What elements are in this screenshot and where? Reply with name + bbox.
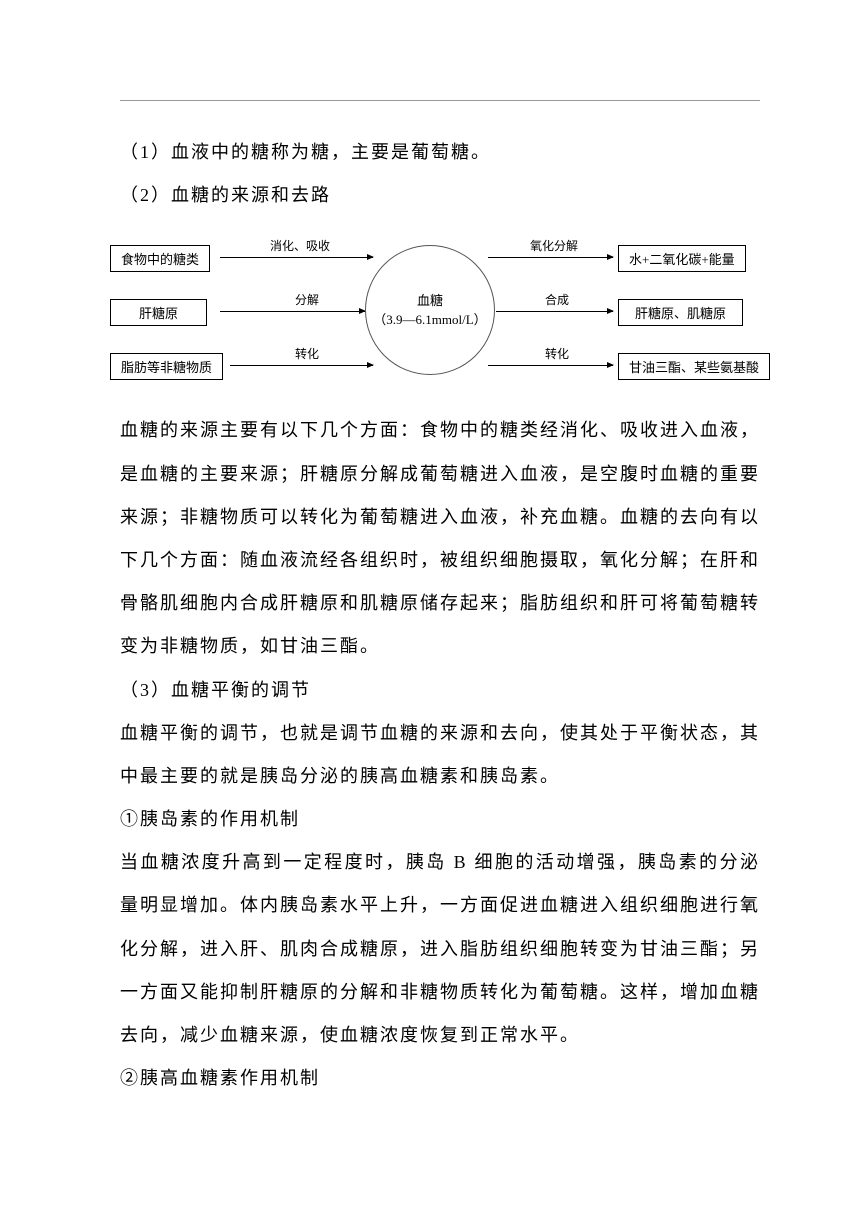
label-right-2: 合成 xyxy=(545,291,569,308)
paragraph-7: 当血糖浓度升高到一定程度时，胰岛 B 细胞的活动增强，胰岛素的分泌量明显增加。体… xyxy=(120,841,760,1057)
box-triglyceride: 甘油三酯、某些氨基酸 xyxy=(618,353,770,380)
box-water-co2: 水+二氧化碳+能量 xyxy=(618,245,746,272)
box-glycogen: 肝糖原、肌糖原 xyxy=(618,299,743,326)
center-sub: （3.9—6.1mmol/L） xyxy=(373,310,486,330)
box-food-sugar: 食物中的糖类 xyxy=(110,245,210,272)
label-left-2: 分解 xyxy=(295,291,319,308)
box-nonsugar: 脂肪等非糖物质 xyxy=(110,353,223,380)
arrow-right-2 xyxy=(496,311,613,312)
arrow-right-3 xyxy=(488,365,613,366)
paragraph-6: ①胰岛素的作用机制 xyxy=(120,798,760,841)
label-right-3: 转化 xyxy=(545,345,569,362)
blood-sugar-diagram: 食物中的糖类 肝糖原 脂肪等非糖物质 消化、吸收 分解 转化 血糖 （3.9—6… xyxy=(120,227,760,397)
center-title: 血糖 xyxy=(417,291,443,311)
center-circle: 血糖 （3.9—6.1mmol/L） xyxy=(365,245,495,375)
paragraph-1: （1）血液中的糖称为糖，主要是葡萄糖。 xyxy=(120,131,760,174)
label-right-1: 氧化分解 xyxy=(530,237,578,254)
paragraph-8: ②胰高血糖素作用机制 xyxy=(120,1057,760,1100)
arrow-left-1 xyxy=(220,257,373,258)
arrow-right-1 xyxy=(488,257,613,258)
label-left-1: 消化、吸收 xyxy=(270,237,330,254)
horizontal-rule xyxy=(120,100,760,101)
label-left-3: 转化 xyxy=(295,345,319,362)
box-liver-glycogen: 肝糖原 xyxy=(110,299,207,326)
paragraph-2: （2）血糖的来源和去路 xyxy=(120,174,760,217)
paragraph-5: 血糖平衡的调节，也就是调节血糖的来源和去向，使其处于平衡状态，其中最主要的就是胰… xyxy=(120,712,760,798)
paragraph-3: 血糖的来源主要有以下几个方面：食物中的糖类经消化、吸收进入血液，是血糖的主要来源… xyxy=(120,409,760,668)
paragraph-4: （3）血糖平衡的调节 xyxy=(120,669,760,712)
arrow-left-2 xyxy=(220,311,365,312)
arrow-left-3 xyxy=(230,365,373,366)
